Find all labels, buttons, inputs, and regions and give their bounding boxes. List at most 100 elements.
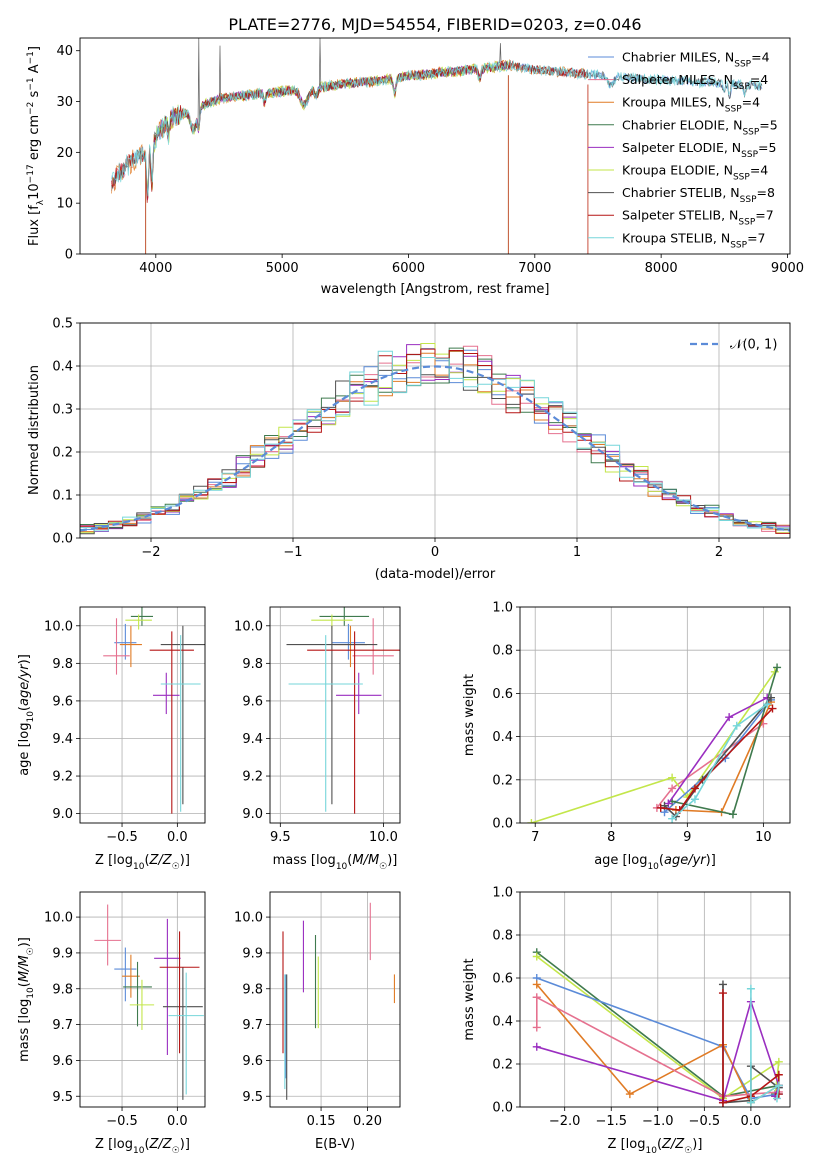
y-tick-label: 0.0 — [492, 1101, 513, 1116]
x-tick-label: 2 — [715, 545, 723, 560]
weight-path-kroupa_elodie — [531, 671, 776, 823]
y-tick-label: 0.1 — [52, 489, 73, 504]
x-tick-label: 9.5 — [270, 830, 291, 845]
weight-marker-salpeter_miles — [532, 993, 541, 1002]
weight-marker-kroupa_elodie — [527, 819, 536, 823]
spectrum-line-kroupa_stelib — [111, 60, 763, 197]
axes-frame — [79, 37, 791, 255]
plot-area — [286, 607, 400, 814]
x-tick-label: 0.0 — [167, 1114, 188, 1129]
weight-marker-salpeter_stelib — [768, 704, 777, 713]
plot-area — [282, 902, 395, 1100]
weight-line-kroupa_stelib — [746, 984, 783, 1107]
y-tick-label: 0.5 — [52, 317, 73, 332]
y-tick-label: 40 — [56, 44, 73, 59]
grid-lines — [520, 606, 790, 824]
y-tick-label: 10 — [56, 197, 73, 212]
x-tick-label: 7 — [531, 830, 539, 845]
weight-marker-salpeter_stelib — [718, 989, 727, 998]
weight-marker-chabrier_miles — [721, 754, 730, 763]
x-axis-label: Z [log10(Z/Z☉)] — [95, 853, 190, 872]
x-tick-label: 8000 — [645, 261, 678, 276]
weight-path-salpeter_stelib — [660, 707, 774, 811]
errorbar-chabrier_miles — [114, 947, 137, 1002]
errorbar-chabrier_stelib — [162, 967, 203, 1100]
y-tick-label: 9.8 — [52, 982, 73, 997]
axes-frame — [519, 606, 791, 824]
weight-marker-kroupa_miles — [625, 1090, 634, 1099]
errorbar-salpeter_miles — [94, 904, 121, 966]
weight-marker-kroupa_stelib — [732, 721, 741, 730]
weight-line-kroupa_stelib — [668, 700, 772, 823]
x-tick-label: 0 — [431, 545, 439, 560]
x-tick-label: 10 — [755, 830, 772, 845]
x-tick-label: −1.0 — [642, 1114, 674, 1129]
y-tick-label: 0.2 — [492, 1058, 513, 1073]
weight-marker-kroupa_stelib — [763, 700, 772, 709]
weight-path-chabrier_stelib — [663, 697, 772, 818]
x-tick-label: 0.0 — [741, 1114, 762, 1129]
weight-marker-kroupa_stelib — [746, 1098, 755, 1107]
panel-age-vs-mass: 9.5 10.0 9.0 9.2 9.4 9.6 9.8 10.0 mass [log10(M/… — [234, 606, 401, 872]
legend-label-kroupa_elodie: Kroupa ELODIE, NSSP=4 — [622, 163, 768, 183]
y-axis-label: mass [log10(M/M☉)] — [17, 937, 36, 1062]
errorbar-salpeter_miles — [103, 618, 130, 675]
y-tick-label: 9.4 — [242, 732, 263, 747]
grid-lines — [270, 607, 400, 823]
y-tick-label: 9.6 — [52, 694, 73, 709]
x-axis-label: Z [log10(Z/Z☉)] — [608, 1137, 703, 1156]
y-tick-label: 0.0 — [52, 532, 73, 547]
grid-lines — [80, 607, 205, 823]
y-tick-label: 9.4 — [52, 732, 73, 747]
errorbar-salpeter_elodie — [154, 918, 181, 1056]
legend-label-salpeter_miles: Salpeter MILES, NSSP=4 — [622, 72, 768, 92]
weight-marker-salpeter_stelib — [774, 1070, 783, 1079]
y-tick-label: 0.2 — [492, 773, 513, 788]
y-tick-label: 9.5 — [242, 1090, 263, 1105]
weight-marker-salpeter_stelib — [690, 784, 699, 793]
weight-marker-kroupa_miles — [532, 980, 541, 989]
legend-label-kroupa_stelib: Kroupa STELIB, NSSP=7 — [622, 230, 766, 250]
y-tick-label: 9.2 — [52, 770, 73, 785]
y-tick-label: 0.3 — [52, 403, 73, 418]
y-tick-label: 9.6 — [242, 694, 263, 709]
errorbar-salpeter_stelib — [149, 631, 194, 814]
weight-marker-kroupa_stelib — [690, 795, 699, 804]
weight-marker-chabrier_stelib — [718, 980, 727, 989]
plot-area — [532, 948, 783, 1107]
axes-frame — [79, 891, 206, 1108]
y-tick-label: 9.8 — [242, 657, 263, 672]
errorbar-chabrier_elodie — [319, 607, 370, 626]
errorbar-kroupa_elodie — [129, 979, 155, 1030]
x-axis-label: wavelength [Angstrom, rest frame] — [321, 282, 550, 297]
weight-marker-salpeter_stelib — [774, 1090, 783, 1099]
weight-marker-kroupa_elodie — [774, 1057, 783, 1066]
legend-label-salpeter_elodie: Salpeter ELODIE, NSSP=5 — [622, 140, 776, 160]
errorbar-salpeter_stelib — [159, 931, 200, 1054]
y-tick-label: 10.0 — [44, 619, 73, 634]
y-tick-label: 9.8 — [242, 982, 263, 997]
y-tick-label: 0.4 — [52, 360, 73, 375]
y-tick-label: 0.2 — [52, 446, 73, 461]
panel-residual-histogram: −2 −1 0 1 2 0.0 0.1 0.2 0.3 0.4 0.5 𝒩(0, 1) (data-mo… — [27, 317, 791, 582]
y-tick-label: 0 — [65, 248, 73, 263]
y-tick-label: 1.0 — [492, 601, 513, 616]
errorbar-kroupa_miles — [119, 625, 142, 668]
x-tick-label: 9 — [683, 830, 691, 845]
x-tick-label: −1 — [283, 545, 302, 560]
normal-curve — [80, 365, 790, 532]
weight-marker-salpeter_elodie — [725, 713, 734, 722]
figure-title: PLATE=2776, MJD=54554, FIBERID=0203, z=0… — [228, 15, 641, 34]
x-axis-label: mass [log10(M/M☉)] — [273, 853, 398, 872]
y-tick-label: 0.4 — [492, 1015, 513, 1030]
x-tick-label: −0.5 — [106, 1114, 138, 1129]
errorbar-kroupa_miles — [122, 954, 140, 998]
errorbar-salpeter_miles — [352, 618, 394, 675]
axes-frame — [79, 606, 206, 824]
x-tick-label: 0.15 — [307, 1114, 336, 1129]
histogram-legend: 𝒩(0, 1) — [690, 338, 777, 353]
y-tick-label: 9.6 — [242, 1054, 263, 1069]
x-axis-label: E(B-V) — [315, 1137, 355, 1152]
